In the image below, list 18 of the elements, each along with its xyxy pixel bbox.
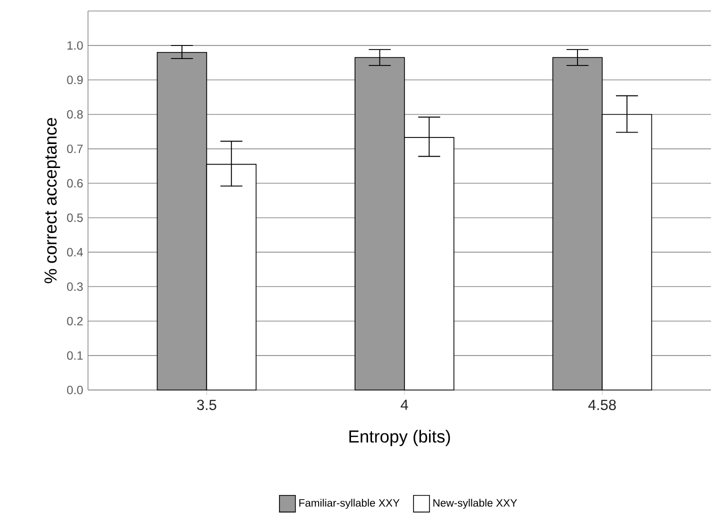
y-tick-label: 0.9 <box>67 76 83 84</box>
y-tick-label: 0.1 <box>67 351 83 360</box>
y-tick-label: 0.5 <box>67 213 83 222</box>
y-tick-label: 0.3 <box>67 282 83 291</box>
x-tick-label: 3.5 <box>197 400 216 410</box>
x-tick-label: 4.58 <box>588 400 616 410</box>
y-tick-label: 0.2 <box>67 316 83 326</box>
y-axis-title: % correct acceptance <box>44 118 60 284</box>
y-tick-label: 1.0 <box>68 41 83 50</box>
legend-label: New-syllable XXY <box>433 498 518 509</box>
y-tick-label: 0.6 <box>67 179 83 188</box>
x-tick-label: 4 <box>400 400 408 410</box>
y-tick-label: 0.0 <box>67 386 83 394</box>
legend-label: Familiar-syllable XXY <box>299 498 400 509</box>
x-axis-title: Entropy (bits) <box>349 430 450 446</box>
y-tick-label: 0.7 <box>67 144 83 154</box>
y-tick-label: 0.8 <box>67 110 83 119</box>
y-tick-label: 0.4 <box>67 248 83 256</box>
